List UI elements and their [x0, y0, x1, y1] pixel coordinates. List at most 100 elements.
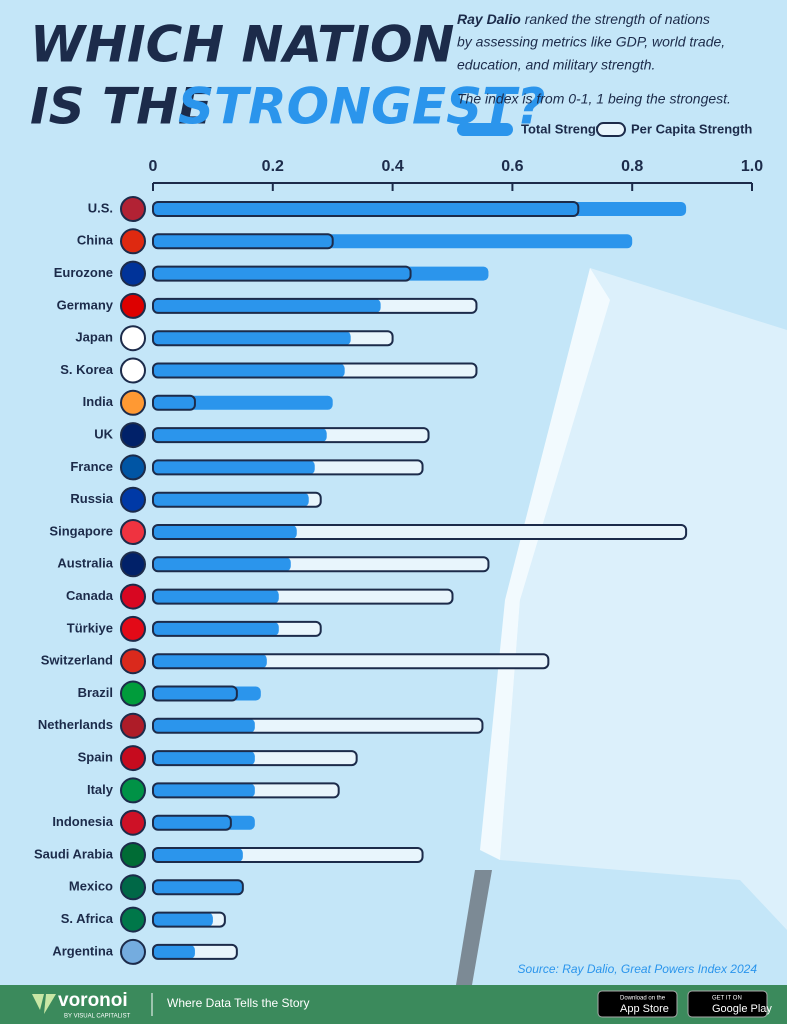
note: The index is from 0-1, 1 being the stron… [457, 91, 731, 107]
category-label: Singapore [49, 523, 113, 538]
total-bar [153, 783, 255, 798]
category-label: Spain [78, 750, 113, 765]
total-bar [153, 525, 297, 539]
google-play-badge[interactable] [687, 990, 768, 1018]
category-label: Japan [75, 330, 113, 345]
category-label: Switzerland [41, 653, 113, 668]
badge-text: App Store [620, 1003, 669, 1015]
flag-icon [120, 906, 146, 933]
per-capita-outline [152, 750, 358, 767]
per-capita-outline [152, 782, 340, 799]
per-capita-outline [152, 362, 478, 379]
flag-icon [120, 809, 146, 836]
category-label: China [77, 233, 114, 248]
per-capita-outline [152, 556, 490, 573]
flag-decoration [500, 268, 787, 930]
total-bar [153, 460, 315, 475]
category-label: Indonesia [52, 814, 113, 829]
category-label: S. Africa [61, 911, 114, 926]
flag-pole [456, 870, 492, 985]
flag-icon [120, 228, 146, 255]
total-bar [153, 751, 255, 766]
category-label: Netherlands [38, 717, 113, 732]
category-label: Australia [57, 556, 113, 571]
per-capita-outline [152, 847, 424, 863]
per-capita-outline [152, 814, 232, 831]
total-bar [153, 395, 333, 410]
x-tick-label: 0 [149, 158, 158, 175]
x-tick-label: 1.0 [741, 158, 763, 175]
flag-icon [120, 551, 146, 578]
total-bar [153, 654, 267, 669]
badge-text: Download on the [620, 996, 666, 1002]
x-tick-label: 0.2 [262, 158, 284, 175]
flag-icon [120, 519, 146, 545]
flag-icon [120, 357, 146, 384]
total-bar [153, 363, 345, 378]
category-label: India [83, 394, 114, 409]
description: Ray Dalio ranked the strength of nations [457, 11, 710, 27]
legend-swatch [596, 122, 626, 137]
per-capita-outline [152, 653, 550, 670]
app-store-badge[interactable] [597, 990, 678, 1018]
category-label: Brazil [78, 685, 113, 700]
total-bar [153, 557, 291, 572]
flag-icon [120, 389, 146, 416]
total-bar [153, 686, 261, 701]
per-capita-outline [152, 201, 580, 217]
total-bar [153, 815, 255, 830]
x-tick-label: 0.4 [381, 158, 403, 175]
total-bar [153, 912, 213, 927]
flag-icon [120, 680, 146, 707]
category-label: Saudi Arabia [34, 846, 114, 861]
flag-icon [120, 615, 146, 642]
per-capita-outline [152, 233, 334, 250]
category-label: U.S. [88, 200, 113, 215]
flag-icon [120, 745, 146, 772]
legend-swatch [457, 123, 513, 136]
legend-label: Per Capita Strength [631, 121, 752, 136]
total-bar [153, 589, 279, 604]
category-label: Russia [70, 491, 113, 506]
badge-text: Google Play [712, 1003, 772, 1015]
category-label: Germany [57, 297, 114, 312]
category-label: Canada [66, 588, 114, 603]
category-label: France [70, 459, 113, 474]
total-bar [153, 492, 309, 507]
legend-label: Total Strength [521, 121, 608, 136]
description: by assessing metrics like GDP, world tra… [457, 34, 725, 50]
per-capita-outline [152, 911, 226, 928]
footer: voronoi BY VISUAL CAPITALIST Where Data … [0, 985, 787, 1024]
flag-edge [480, 268, 610, 860]
per-capita-outline [152, 524, 688, 540]
per-capita-outline [152, 297, 478, 314]
total-bar [153, 202, 687, 216]
flag-icon [120, 454, 146, 481]
flag-icon [120, 260, 146, 287]
flag-icon [120, 196, 146, 222]
total-bar [153, 848, 243, 862]
source: Source: Ray Dalio, Great Powers Index 20… [518, 962, 758, 976]
logo-mark [32, 994, 56, 1014]
per-capita-outline [152, 588, 454, 605]
x-tick-label: 0.8 [621, 158, 643, 175]
flag-icon [120, 583, 146, 610]
per-capita-outline [152, 330, 394, 347]
flag-icon [120, 712, 146, 739]
flag-icon [120, 292, 146, 319]
category-label: Mexico [69, 879, 113, 894]
per-capita-outline [152, 394, 196, 411]
flag-icon [120, 422, 146, 449]
per-capita-outline [152, 620, 322, 637]
brand-by: BY VISUAL CAPITALIST [64, 1014, 131, 1020]
category-label: Argentina [52, 943, 113, 958]
per-capita-outline [152, 685, 238, 702]
flag-icon [120, 648, 146, 675]
description: education, and military strength. [457, 57, 655, 73]
badge-text: GET IT ON [712, 996, 742, 1002]
x-tick-label: 0.6 [501, 158, 523, 175]
total-bar [153, 331, 351, 346]
flag-icon [120, 842, 146, 868]
flag-icon [120, 486, 146, 513]
